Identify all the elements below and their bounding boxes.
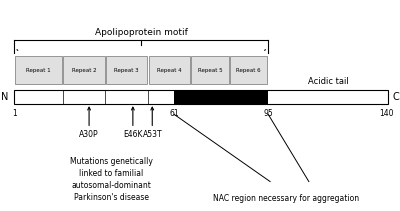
Text: 95: 95: [263, 109, 273, 118]
Text: A30P: A30P: [79, 130, 99, 139]
Text: C: C: [392, 92, 399, 102]
FancyBboxPatch shape: [191, 56, 229, 84]
Text: Repeat 2: Repeat 2: [72, 68, 96, 73]
Text: Mutations genetically
linked to familial
autosomal-dominant
Parkinson's disease: Mutations genetically linked to familial…: [70, 157, 153, 202]
Text: NAC region necessary for aggregation: NAC region necessary for aggregation: [212, 194, 359, 203]
Text: Acidic tail: Acidic tail: [308, 77, 348, 86]
Text: Repeat 5: Repeat 5: [198, 68, 222, 73]
Text: 61: 61: [169, 109, 179, 118]
FancyBboxPatch shape: [230, 56, 267, 84]
Text: Repeat 1: Repeat 1: [26, 68, 51, 73]
Text: N: N: [1, 92, 8, 102]
FancyBboxPatch shape: [106, 56, 147, 84]
FancyBboxPatch shape: [149, 56, 190, 84]
Text: E46K: E46K: [123, 130, 143, 139]
Text: Repeat 3: Repeat 3: [114, 68, 139, 73]
Bar: [14, 90, 388, 104]
Text: Repeat 4: Repeat 4: [157, 68, 182, 73]
Bar: [174, 90, 268, 104]
Text: Apolipoprotein motif: Apolipoprotein motif: [95, 28, 188, 37]
Text: Repeat 6: Repeat 6: [236, 68, 261, 73]
FancyBboxPatch shape: [15, 56, 62, 84]
Text: A53T: A53T: [142, 130, 162, 139]
Text: 1: 1: [12, 109, 17, 118]
Text: 140: 140: [379, 109, 394, 118]
FancyBboxPatch shape: [64, 56, 104, 84]
